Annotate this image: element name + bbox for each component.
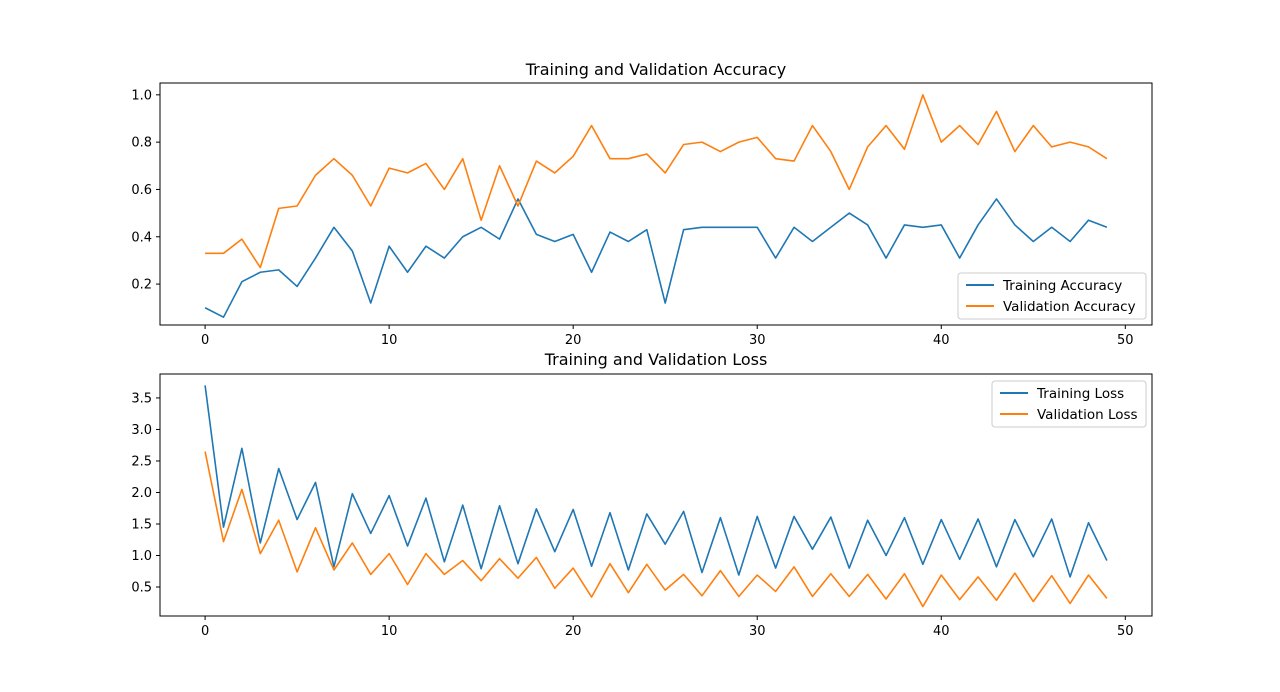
legend-box <box>991 380 1147 428</box>
legend-label: Validation Accuracy <box>1003 299 1136 315</box>
series-line-validation-accuracy <box>205 94 1108 269</box>
plot-frame <box>159 82 1153 326</box>
y-tick-label: 1.5 <box>131 517 152 532</box>
y-tick-label: 0.2 <box>131 278 152 293</box>
x-tick-label: 0 <box>201 624 209 639</box>
legend-label: Validation Loss <box>1037 407 1138 423</box>
legend: Training Accuracy Validation Accuracy <box>957 272 1147 320</box>
y-tick-label: 3.0 <box>131 423 152 438</box>
legend-box <box>957 272 1147 320</box>
legend-label: Training Accuracy <box>1002 278 1122 294</box>
x-tick-label: 50 <box>1117 333 1134 348</box>
x-tick-label: 40 <box>933 333 950 348</box>
y-tick-label: 0.5 <box>131 581 152 596</box>
accuracy-chart-title: Training and Validation Accuracy <box>525 60 787 79</box>
loss-chart: Training and Validation Loss 0 10 20 30 40 50… <box>131 350 1153 639</box>
x-tick-label: 30 <box>749 624 766 639</box>
y-tick-label: 2.5 <box>131 454 152 469</box>
loss-chart-title: Training and Validation Loss <box>544 350 768 369</box>
x-tick-label: 50 <box>1117 624 1134 639</box>
x-tick-label: 30 <box>749 333 766 348</box>
legend: Training Loss Validation Loss <box>991 380 1147 428</box>
x-tick-label: 20 <box>565 624 582 639</box>
y-tick-label: 0.4 <box>131 230 152 245</box>
y-tick-label: 0.6 <box>131 183 152 198</box>
y-tick-label: 2.0 <box>131 486 152 501</box>
series-line-validation-loss <box>204 451 1108 608</box>
legend-label: Training Loss <box>1036 386 1124 402</box>
series-line-training-accuracy <box>204 198 1108 318</box>
series-line-training-loss <box>204 385 1108 578</box>
y-tick-label: 3.5 <box>131 391 152 406</box>
x-tick-label: 0 <box>201 333 209 348</box>
x-tick-label: 10 <box>381 624 398 639</box>
x-tick-label: 20 <box>565 333 582 348</box>
x-tick-label: 40 <box>933 624 950 639</box>
accuracy-chart: Training and Validation Accuracy 0 10 20 30… <box>131 60 1153 348</box>
y-tick-label: 1.0 <box>131 88 152 103</box>
y-tick-label: 1.0 <box>131 549 152 564</box>
x-tick-label: 10 <box>381 333 398 348</box>
y-tick-label: 0.8 <box>131 136 152 151</box>
plot-frame <box>159 373 1153 617</box>
